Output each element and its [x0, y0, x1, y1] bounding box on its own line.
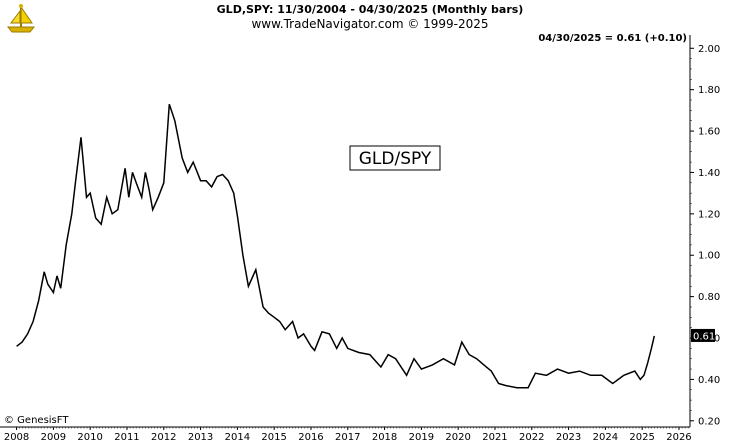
x-tick-label: 2011 [114, 432, 139, 443]
x-tick-label: 2022 [519, 432, 544, 443]
y-tick-label: 0.80 [698, 292, 720, 303]
y-tick-label: 0.40 [698, 375, 720, 386]
y-tick-label: 0.20 [698, 416, 720, 427]
chart-header-subtitle: www.TradeNavigator.com © 1999-2025 [251, 17, 489, 31]
x-tick-label: 2017 [335, 432, 360, 443]
x-tick-label: 2014 [225, 432, 250, 443]
x-tick-label: 2009 [41, 432, 66, 443]
last-value-text: 0.61 [693, 331, 715, 342]
gld-spy-ratio-line [16, 103, 656, 389]
x-tick-label: 2018 [372, 432, 397, 443]
x-tick-label: 2016 [298, 432, 323, 443]
x-tick-label: 2015 [261, 432, 286, 443]
x-tick-label: 2019 [409, 432, 434, 443]
x-tick-label: 2026 [666, 432, 691, 443]
x-tick-label: 2024 [593, 432, 618, 443]
x-tick-label: 2008 [4, 432, 29, 443]
chart-header-title: GLD,SPY: 11/30/2004 - 04/30/2025 (Monthl… [216, 3, 524, 16]
copyright-footer: © GenesisFT [4, 415, 69, 426]
x-tick-label: 2013 [188, 432, 213, 443]
chart-title-box: GLD/SPY [349, 145, 441, 171]
last-value-label: 0.61 [691, 328, 715, 342]
trade-navigator-logo [4, 3, 38, 33]
x-tick-label: 2023 [556, 432, 581, 443]
chart-ticks: 2008 2009 2010 2011 2012 2013 2014 2015 2016 2017… [4, 44, 720, 443]
chart-title: GLD/SPY [359, 149, 432, 169]
x-tick-label: 2020 [445, 432, 470, 443]
y-tick-label: 1.80 [698, 85, 720, 96]
x-tick-label: 2010 [77, 432, 102, 443]
last-value-box [691, 328, 715, 342]
y-tick-label: 1.40 [698, 168, 720, 179]
y-tick-label: 1.60 [698, 127, 720, 138]
x-tick-label: 2012 [151, 432, 176, 443]
x-tick-label: 2021 [482, 432, 507, 443]
y-tick-label: 2.00 [698, 44, 720, 55]
x-tick-label: 2025 [629, 432, 654, 443]
chart-axes [0, 35, 691, 428]
last-value-readout: 04/30/2025 = 0.61 (+0.10) [538, 33, 687, 44]
y-tick-label: 1.00 [698, 251, 720, 262]
y-tick-label: 1.20 [698, 209, 720, 220]
